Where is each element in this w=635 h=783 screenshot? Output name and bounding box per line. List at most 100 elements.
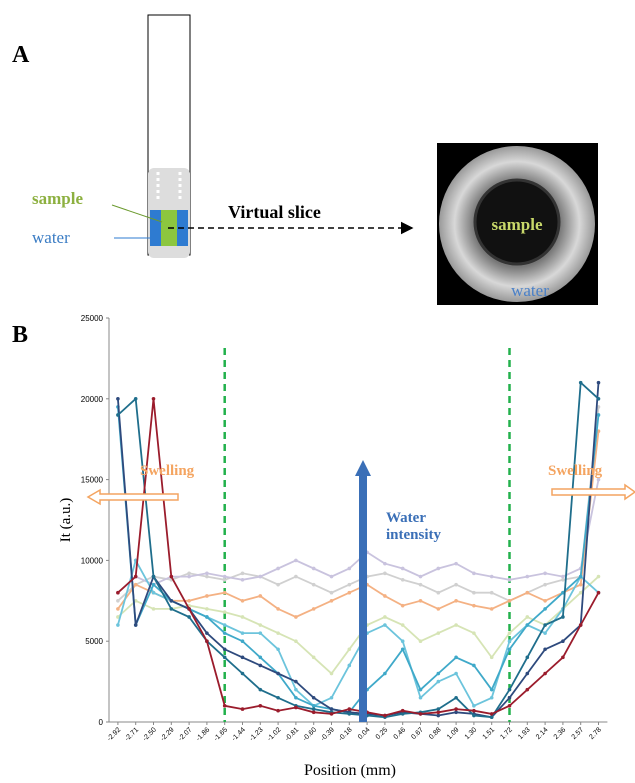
point — [561, 577, 565, 582]
point — [436, 631, 441, 635]
swelling-arrow — [551, 483, 635, 501]
point — [525, 590, 530, 595]
water-label: water — [32, 228, 70, 247]
x-tick-label: -2.92 — [106, 726, 122, 742]
image-sample-label: sample — [492, 215, 543, 234]
point — [311, 704, 316, 708]
point — [472, 571, 476, 576]
point — [578, 380, 583, 385]
point — [151, 397, 156, 401]
point — [329, 671, 334, 676]
point — [294, 687, 298, 692]
point — [294, 705, 298, 710]
point — [347, 663, 352, 668]
point — [240, 707, 245, 711]
point — [240, 599, 245, 603]
point — [489, 655, 494, 660]
point — [205, 571, 209, 576]
point — [525, 655, 530, 660]
point — [347, 582, 352, 587]
point — [400, 639, 405, 643]
point — [169, 574, 174, 579]
point — [596, 590, 601, 595]
point — [222, 655, 227, 660]
x-tick-label: -1.65 — [213, 726, 229, 742]
point — [383, 594, 387, 598]
point — [258, 704, 263, 708]
annotation: Swelling — [548, 463, 603, 479]
x-tick-label: 1.72 — [499, 726, 514, 741]
point — [507, 695, 512, 700]
point — [507, 639, 512, 643]
point — [543, 631, 547, 635]
point — [507, 631, 512, 635]
point — [418, 599, 423, 603]
point — [258, 655, 263, 660]
point — [347, 647, 352, 652]
point — [436, 710, 441, 715]
point — [436, 671, 441, 676]
water-arrow-shaft — [359, 475, 367, 722]
point — [187, 607, 191, 611]
x-tick-label: 2.78 — [588, 726, 603, 741]
panel-label: A — [12, 42, 30, 68]
x-tick-label: 0.25 — [375, 726, 390, 741]
point — [383, 671, 387, 676]
x-tick-label: 2.57 — [571, 726, 586, 741]
point — [258, 663, 263, 668]
point — [294, 615, 298, 619]
point — [525, 687, 530, 692]
series-line — [117, 558, 600, 707]
point — [347, 707, 352, 711]
point — [436, 566, 441, 571]
y-tick-label: 25000 — [81, 314, 104, 323]
series-line — [117, 380, 600, 719]
point — [472, 603, 476, 608]
slice-label: Virtual slice — [228, 202, 321, 222]
x-tick-label: -2.29 — [159, 726, 175, 742]
image-water-label: water — [511, 281, 549, 300]
x-tick-label: 1.93 — [517, 726, 532, 741]
point — [240, 631, 245, 635]
point — [116, 615, 120, 619]
point — [276, 631, 280, 635]
point — [489, 590, 494, 595]
x-tick-label: 2.36 — [553, 726, 568, 741]
point — [205, 607, 209, 611]
point — [400, 623, 405, 627]
point — [507, 687, 512, 692]
point — [276, 671, 280, 676]
point — [151, 607, 156, 611]
x-tick-label: 2.14 — [535, 726, 550, 741]
point — [454, 655, 458, 660]
point — [205, 574, 209, 579]
point — [347, 590, 352, 595]
point — [133, 582, 138, 587]
point — [418, 695, 423, 700]
point — [222, 577, 227, 582]
point — [116, 607, 120, 611]
point — [329, 707, 334, 711]
point — [418, 687, 423, 692]
point — [489, 687, 494, 692]
series-line — [117, 406, 600, 714]
point — [187, 599, 191, 603]
point — [383, 615, 387, 619]
point — [472, 663, 476, 668]
point — [276, 566, 280, 571]
point — [222, 590, 227, 595]
point — [436, 590, 441, 595]
point — [133, 599, 138, 603]
point — [329, 590, 334, 595]
point — [116, 599, 120, 603]
point — [489, 695, 494, 700]
point — [240, 577, 245, 582]
y-tick-label: 0 — [99, 718, 104, 727]
point — [418, 712, 423, 716]
point — [222, 647, 227, 652]
point — [311, 707, 316, 711]
x-tick-label: -2.50 — [142, 726, 158, 742]
point — [561, 639, 565, 643]
point — [543, 647, 547, 652]
